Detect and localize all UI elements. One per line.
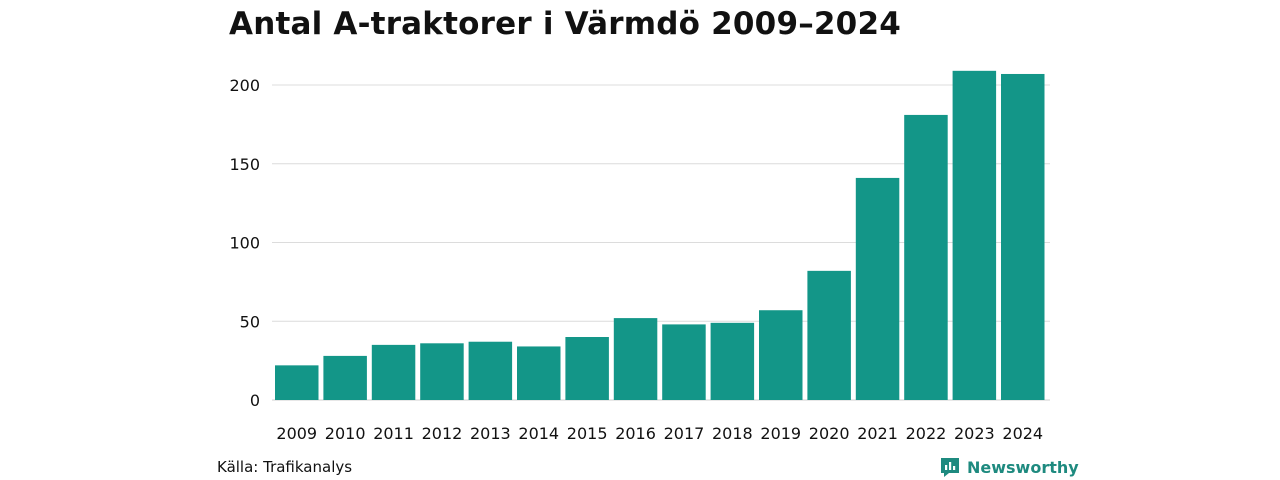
- y-tick-label: 50: [240, 312, 260, 331]
- x-tick-label: 2022: [906, 424, 947, 443]
- bar-2012: [420, 343, 464, 400]
- bar-2014: [517, 346, 561, 400]
- x-tick-label: 2017: [664, 424, 705, 443]
- bar-2019: [759, 310, 803, 400]
- bar-2013: [468, 341, 513, 400]
- x-tick-label: 2019: [760, 424, 801, 443]
- chart-title: Antal A-traktorer i Värmdö 2009–2024: [229, 6, 901, 42]
- bar-chart-speech-bubble-icon: [941, 458, 959, 477]
- x-tick-label: 2013: [470, 424, 511, 443]
- brand-name: Newsworthy: [967, 457, 1079, 477]
- bar-2023: [952, 70, 997, 400]
- bar-2010: [323, 355, 367, 400]
- y-tick-label: 100: [229, 234, 260, 253]
- bar-2024: [1001, 73, 1045, 400]
- x-tick-label: 2012: [422, 424, 463, 443]
- x-tick-label: 2020: [809, 424, 850, 443]
- bar-2022: [904, 114, 948, 401]
- bar-2021: [855, 177, 900, 400]
- y-tick-label: 200: [229, 76, 260, 95]
- x-tick-label: 2023: [954, 424, 995, 443]
- bar-2009: [275, 365, 319, 400]
- bar-2015: [565, 337, 609, 400]
- x-tick-label: 2014: [518, 424, 559, 443]
- brand-logo: Newsworthy: [939, 456, 1079, 478]
- source-note: Källa: Trafikanalys: [217, 458, 353, 476]
- bar-2017: [662, 324, 706, 400]
- x-tick-label: 2011: [373, 424, 414, 443]
- x-tick-label: 2015: [567, 424, 608, 443]
- x-axis-ticks: 2009 2010 2011 2012 2013 2014 2015 2016 2017 2018…: [276, 424, 1043, 443]
- bar-2011: [371, 344, 416, 400]
- y-axis-ticks: 0 50 100 150 200: [229, 76, 260, 410]
- bar-2018: [710, 322, 755, 400]
- x-tick-label: 2021: [857, 424, 898, 443]
- x-tick-label: 2024: [1002, 424, 1043, 443]
- x-tick-label: 2009: [276, 424, 317, 443]
- x-tick-label: 2010: [325, 424, 366, 443]
- bars: [275, 70, 1045, 401]
- y-tick-label: 0: [250, 391, 260, 410]
- x-tick-label: 2016: [615, 424, 656, 443]
- x-tick-label: 2018: [712, 424, 753, 443]
- bar-2020: [807, 270, 851, 400]
- bar-2016: [613, 318, 658, 400]
- y-tick-label: 150: [229, 155, 260, 174]
